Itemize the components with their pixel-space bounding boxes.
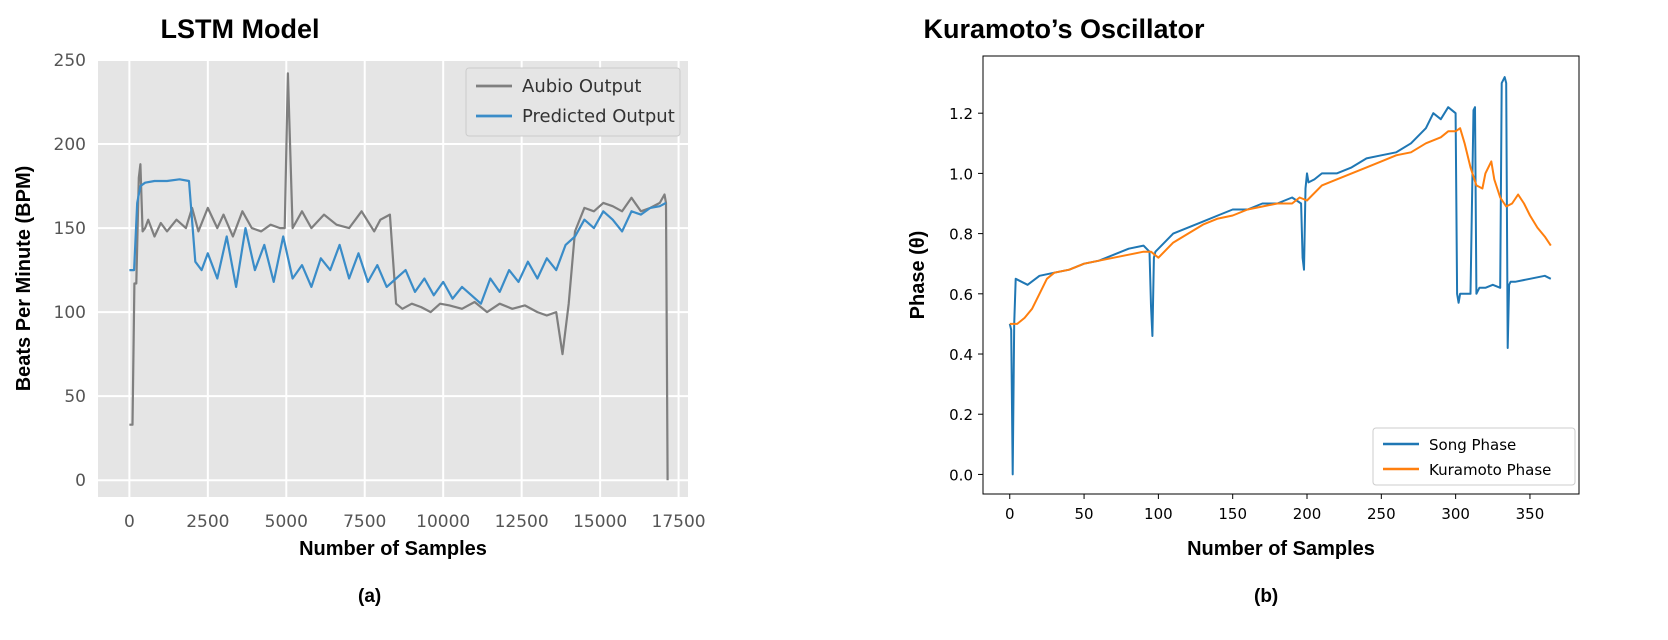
- y-tick-label: 0: [75, 471, 86, 491]
- x-tick-label: 350: [1516, 505, 1545, 523]
- y-tick-label: 250: [54, 51, 86, 71]
- x-tick-label: 150: [1218, 505, 1247, 523]
- legend-label: Kuramoto Phase: [1429, 461, 1551, 479]
- x-tick-label: 300: [1441, 505, 1470, 523]
- y-tick-label: 0.4: [949, 346, 973, 364]
- x-tick-label: 50: [1075, 505, 1094, 523]
- y-tick-label: 200: [54, 135, 86, 155]
- x-axis-label: Number of Samples: [299, 538, 487, 560]
- y-tick-label: 0.0: [949, 466, 973, 484]
- x-tick-label: 12500: [495, 512, 549, 532]
- series-line-2: [1009, 127, 1552, 325]
- figure-caption: (b): [1254, 586, 1279, 607]
- y-tick-label: 0.6: [949, 286, 973, 304]
- x-tick-label: 0: [124, 512, 135, 532]
- legend-box: [1372, 427, 1576, 486]
- x-tick-label: 2500: [186, 512, 229, 532]
- series-line-1: [1008, 76, 1552, 476]
- x-tick-label: 7500: [343, 512, 386, 532]
- chart-title: LSTM Model: [160, 14, 320, 44]
- y-tick-label: 1.2: [949, 105, 973, 123]
- panel-kuramoto-oscillator: Kuramoto’s Oscillator 0 50 100 150 200 250 300…: [834, 0, 1668, 640]
- y-tick-label: 150: [54, 219, 86, 239]
- legend-label: Predicted Output: [522, 106, 675, 127]
- x-tick-label: 250: [1367, 505, 1396, 523]
- figure-caption: (a): [358, 586, 382, 607]
- x-tick-label: 17500: [652, 512, 706, 532]
- x-axis-label: Number of Samples: [1187, 538, 1375, 560]
- y-tick-label: 0.8: [949, 226, 973, 244]
- x-tick-label: 100: [1144, 505, 1173, 523]
- y-axis-label: Beats Per Minute (BPM): [13, 166, 35, 392]
- y-tick-label: 50: [64, 387, 86, 407]
- x-tick-label: 10000: [416, 512, 470, 532]
- plot-area: [982, 55, 1580, 495]
- legend-box: [465, 67, 681, 137]
- lstm-chart-svg: 0 2500 5000 7500 10000 12500 15000 17500 0 50 100 1…: [13, 51, 706, 560]
- panel-lstm-model: LSTM Model 0 2500 5000 7500 10000 12500 15000 1…: [13, 14, 706, 607]
- y-tick-label: 1.0: [949, 165, 973, 183]
- legend-label: Aubio Output: [522, 76, 641, 97]
- y-tick-label: 0.2: [949, 406, 973, 424]
- x-tick-label: 15000: [573, 512, 627, 532]
- x-tick-label: 0: [1005, 505, 1015, 523]
- y-axis-label: Phase (θ): [907, 231, 929, 320]
- series-line-1: [129, 72, 669, 481]
- series-line-2: [129, 178, 667, 305]
- x-tick-label: 200: [1293, 505, 1322, 523]
- y-tick-label: 100: [54, 303, 86, 323]
- chart-title: Kuramoto’s Oscillator: [923, 14, 1205, 44]
- kuramoto-chart-svg: 0 50 100 150 200 250 300 350 0.0 0.2 0.4 0.6 0.8 1.0 1…: [907, 55, 1580, 560]
- x-tick-label: 5000: [265, 512, 308, 532]
- legend-label: Song Phase: [1429, 436, 1516, 454]
